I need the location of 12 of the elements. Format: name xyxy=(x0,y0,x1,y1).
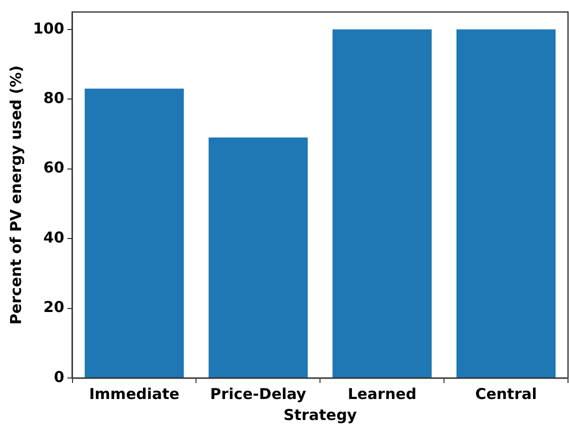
y-axis-title: Percent of PV energy used (%) xyxy=(6,65,25,325)
x-axis-title: Strategy xyxy=(283,406,358,424)
x-tick-label: Immediate xyxy=(89,384,180,403)
x-tick-label: Price-Delay xyxy=(210,384,306,403)
x-tick-label: Learned xyxy=(348,384,417,403)
y-tick-label: 0 xyxy=(54,368,64,386)
y-tick-label: 40 xyxy=(43,228,64,246)
x-tick-label: Central xyxy=(475,384,537,403)
y-tick-label: 100 xyxy=(33,19,64,38)
y-tick-label: 60 xyxy=(43,158,64,177)
y-tick-label: 80 xyxy=(43,89,64,108)
y-tick-label: 20 xyxy=(43,298,64,316)
